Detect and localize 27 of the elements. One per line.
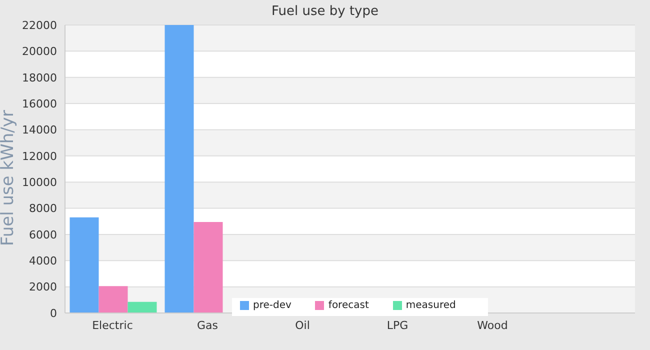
bar bbox=[98, 286, 128, 313]
x-tick-label: Wood bbox=[477, 318, 508, 332]
y-tick-label: 0 bbox=[50, 306, 57, 320]
bar bbox=[128, 302, 157, 313]
legend-label: measured bbox=[406, 300, 456, 311]
bar bbox=[194, 222, 223, 313]
y-tick-label: 14000 bbox=[22, 124, 57, 137]
y-tick-label: 8000 bbox=[29, 202, 57, 216]
bar bbox=[164, 25, 194, 313]
y-tick-label: 22000 bbox=[22, 18, 57, 32]
y-axis-title: Fuel use kWh/yr bbox=[0, 110, 18, 246]
y-tick-label: 4000 bbox=[29, 254, 57, 268]
y-tick-label: 18000 bbox=[22, 71, 57, 84]
y-tick-label: 10000 bbox=[22, 176, 57, 189]
x-tick-label: Electric bbox=[92, 318, 133, 332]
x-tick-label: LPG bbox=[386, 318, 408, 332]
y-tick-label: 12000 bbox=[22, 150, 57, 163]
y-tick-label: 20000 bbox=[22, 45, 57, 58]
x-tick-label: Oil bbox=[295, 318, 310, 332]
legend-label: pre-dev bbox=[253, 300, 292, 311]
bar bbox=[70, 217, 99, 313]
y-tick-label: 2000 bbox=[29, 280, 57, 294]
x-tick-label: Gas bbox=[197, 318, 218, 332]
y-tick-label: 16000 bbox=[22, 97, 57, 110]
chart-title: Fuel use by type bbox=[270, 4, 380, 19]
y-tick-label: 6000 bbox=[29, 228, 57, 242]
legend-label: forecast bbox=[328, 300, 369, 311]
